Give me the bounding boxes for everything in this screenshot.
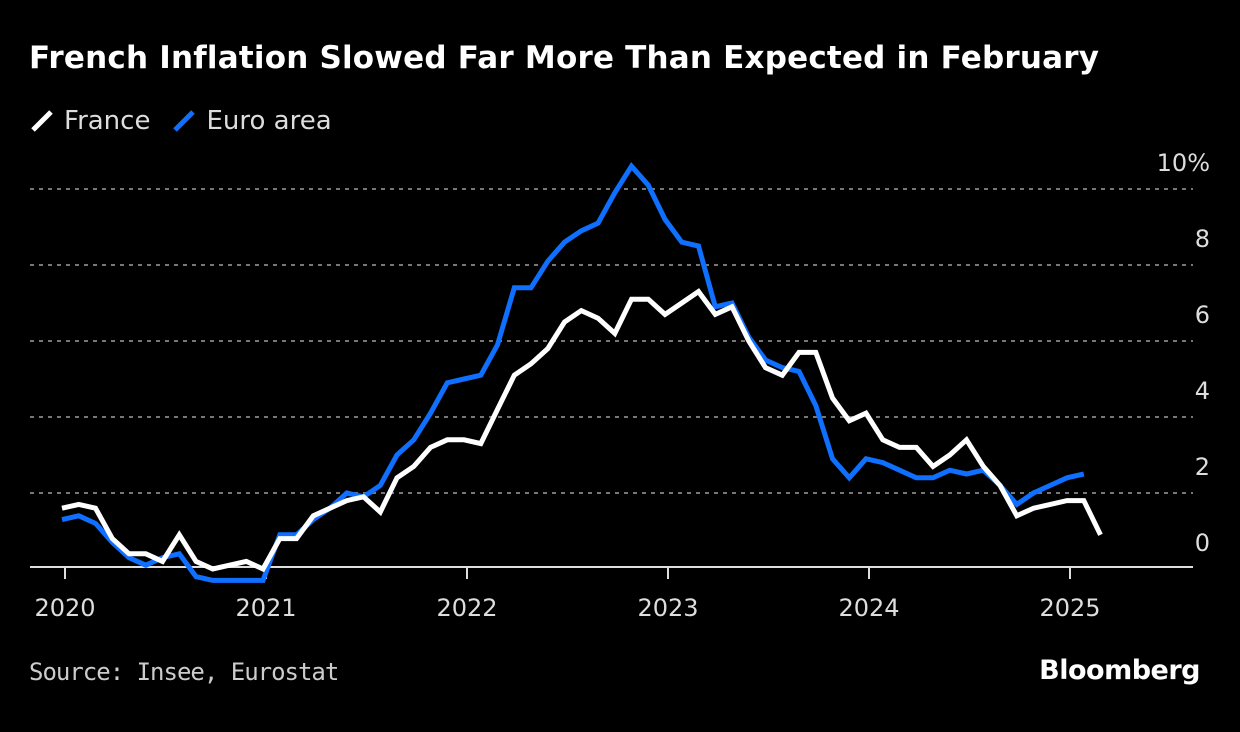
y-tick-label: 0: [1195, 529, 1210, 557]
y-tick-label: 4: [1195, 377, 1210, 405]
bloomberg-logo: Bloomberg: [1039, 655, 1200, 686]
legend-item-france: France: [30, 106, 150, 136]
legend-label-euro-area: Euro area: [206, 106, 332, 136]
y-tick-label: 6: [1195, 301, 1210, 329]
y-tick-label: 8: [1195, 225, 1210, 253]
source-note: Source: Insee, Eurostat: [29, 658, 339, 686]
x-tick-label: 2025: [1039, 594, 1100, 622]
legend-swatch-euro-area: [173, 110, 196, 132]
legend-label-france: France: [64, 106, 151, 136]
y-tick-label: 2: [1195, 453, 1210, 481]
legend-swatch-france: [31, 110, 53, 132]
legend: France Euro area: [30, 106, 354, 136]
y-tick-label: 10%: [1157, 149, 1210, 177]
chart-title: French Inflation Slowed Far More Than Ex…: [29, 40, 1100, 76]
series-line-euro-area: [61, 162, 1085, 583]
x-tick-label: 2023: [637, 594, 698, 622]
legend-item-euro-area: Euro area: [172, 106, 332, 136]
x-tick-label: 2020: [34, 594, 95, 622]
x-tick-label: 2022: [436, 594, 497, 622]
x-tick-label: 2024: [838, 594, 899, 622]
x-tick-label: 2021: [235, 594, 296, 622]
series-line-france: [61, 288, 1103, 573]
